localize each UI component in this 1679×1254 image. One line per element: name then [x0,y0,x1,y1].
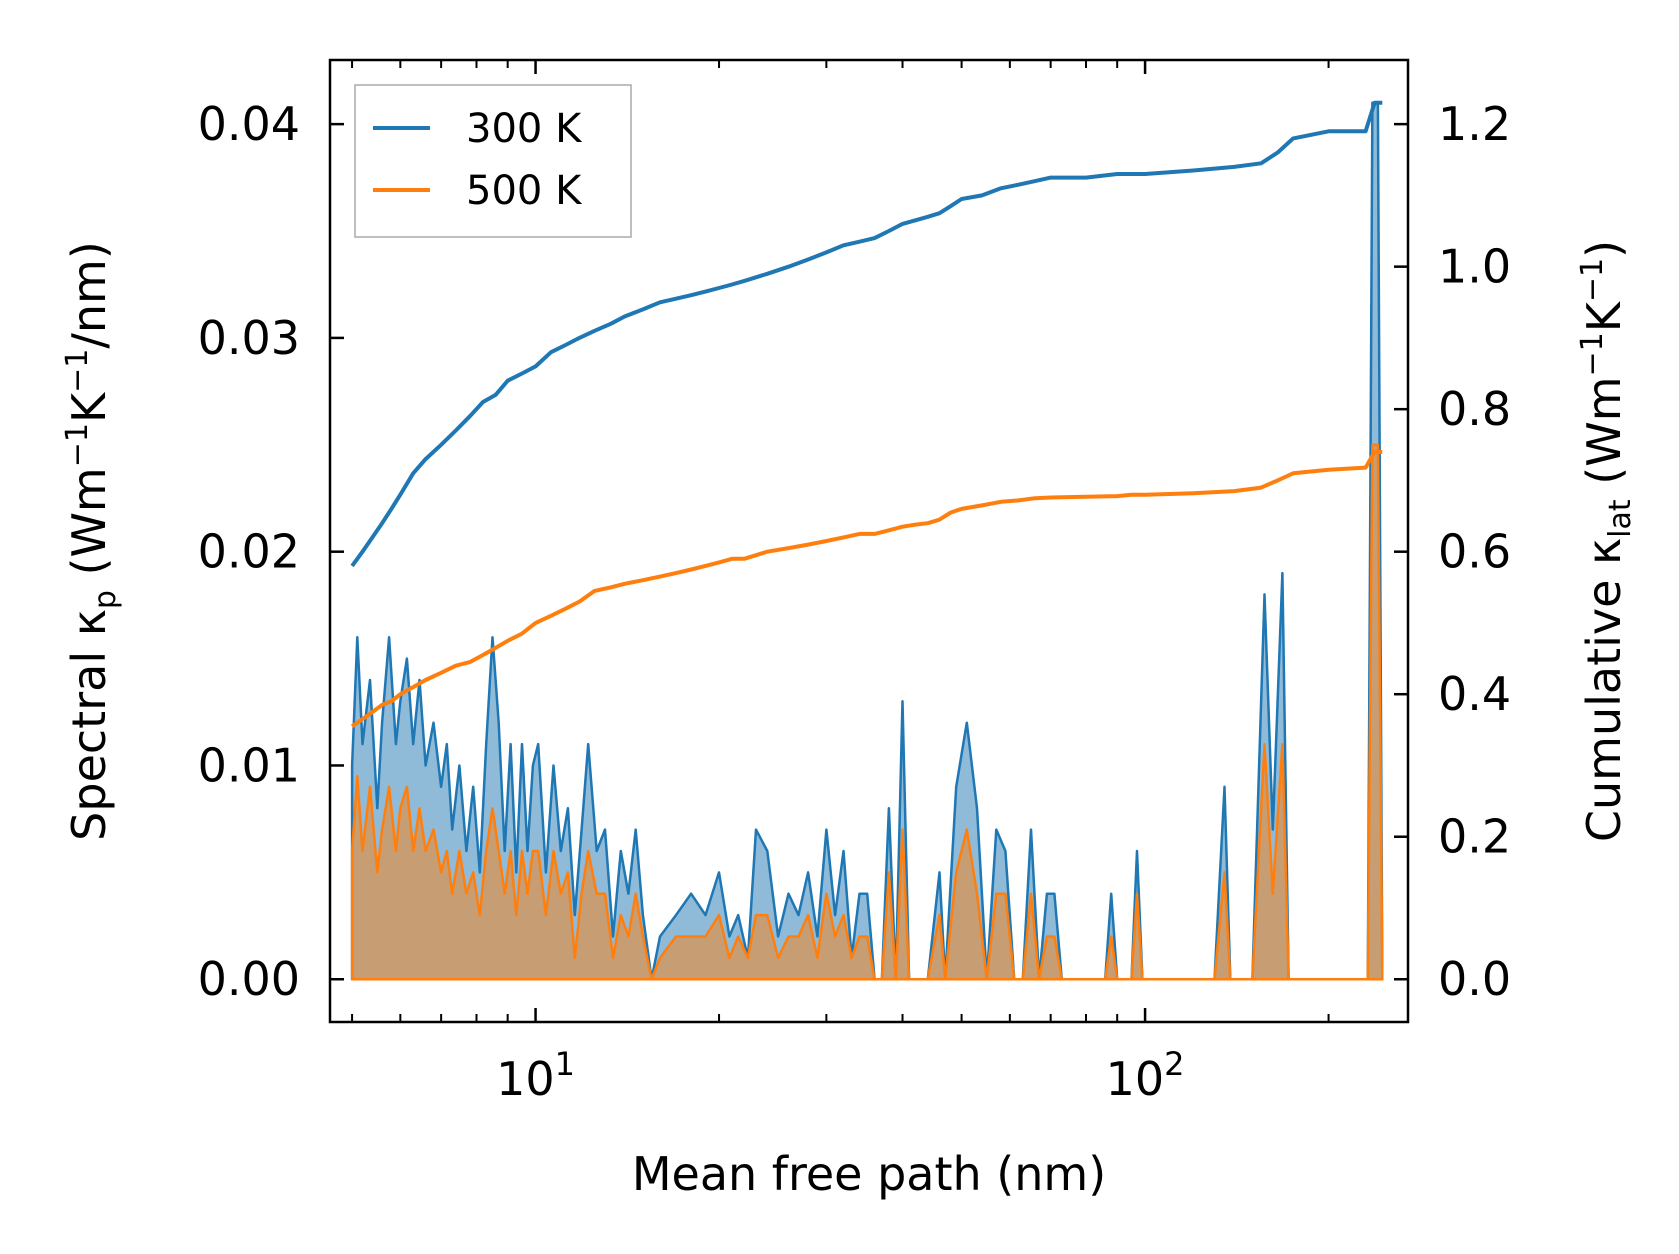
cumulative-line-500k [350,449,1383,728]
x-tick-label: 102 [1106,1045,1185,1106]
y-right-tick-label: 0.8 [1438,382,1511,436]
y-left-tick-label: 0.03 [198,311,300,365]
series-layer [350,100,1384,981]
plot-frame [328,58,1410,1024]
cumulative-line-300k [350,100,1383,568]
spectral-area-500k [350,443,1384,981]
y-right-tick-label: 0.0 [1438,952,1511,1006]
y-left-tick-label: 0.00 [198,952,300,1006]
y-left-tick-label: 0.02 [198,525,300,579]
y-left-tick-label: 0.04 [198,97,300,151]
legend-label-500k: 500 K [466,168,583,214]
legend-box [354,84,632,238]
y-right-tick-label: 0.2 [1438,810,1511,864]
legend-label-300k: 300 K [466,106,583,152]
y-right-tick-label: 1.0 [1438,240,1511,294]
legend: 300 K 500 K [354,84,632,238]
x-axis-label: Mean free path (nm) [632,1147,1106,1201]
y-right-tick-label: 0.6 [1438,525,1511,579]
x-tick-label: 101 [496,1045,575,1106]
tick-layer: 101 102 0.00 0.01 0.02 0.03 0.04 0.0 0.2 0.4 0.6 0.… [198,60,1511,1106]
y-right-tick-label: 0.4 [1438,667,1511,721]
y-right-tick-label: 1.2 [1438,97,1511,151]
y-axis-label-right: Cumulative κlat (Wm−1K−1) [1575,240,1638,842]
y-left-tick-label: 0.01 [198,738,300,792]
y-axis-label-left: Spectral κp (Wm−1K−1/nm) [60,241,123,841]
